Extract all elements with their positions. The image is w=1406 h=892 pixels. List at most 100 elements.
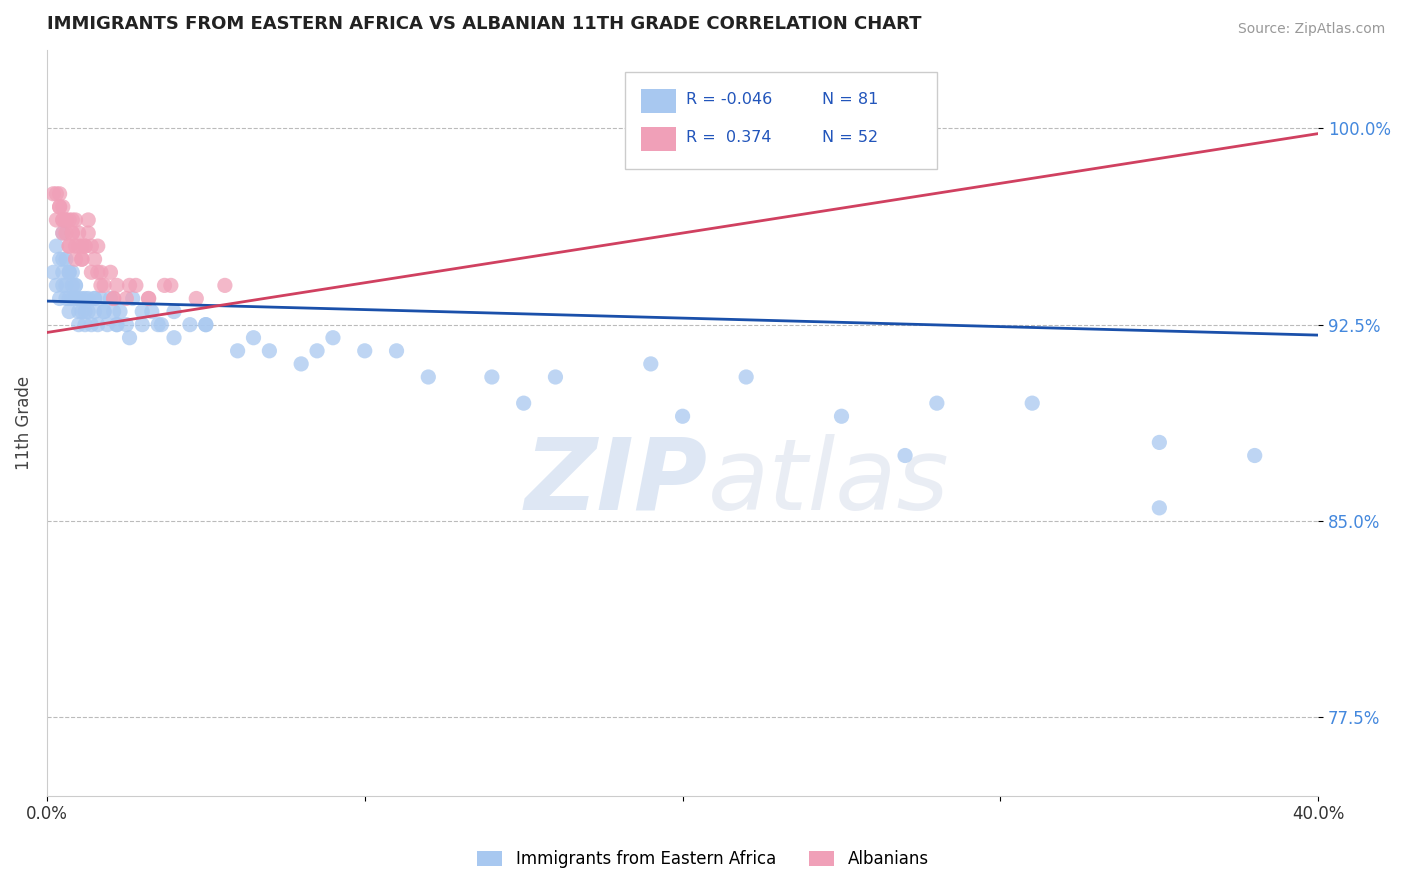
Point bbox=[48, 292, 70, 306]
Point bbox=[70, 252, 93, 267]
Point bbox=[45, 239, 67, 253]
Point bbox=[55, 278, 77, 293]
Text: IMMIGRANTS FROM EASTERN AFRICA VS ALBANIAN 11TH GRADE CORRELATION CHART: IMMIGRANTS FROM EASTERN AFRICA VS ALBANI… bbox=[46, 15, 921, 33]
Point bbox=[60, 292, 83, 306]
Point bbox=[87, 265, 110, 279]
Point bbox=[67, 226, 90, 240]
Point bbox=[52, 252, 75, 267]
Point bbox=[45, 278, 67, 293]
Point bbox=[894, 449, 917, 463]
Point bbox=[141, 304, 163, 318]
Point bbox=[150, 318, 173, 332]
Point bbox=[96, 318, 118, 332]
Point bbox=[83, 292, 105, 306]
Point bbox=[77, 304, 100, 318]
Point bbox=[58, 265, 80, 279]
Point bbox=[55, 213, 77, 227]
Point bbox=[1243, 449, 1265, 463]
Point bbox=[65, 252, 87, 267]
Point bbox=[83, 304, 105, 318]
Text: N = 52: N = 52 bbox=[823, 129, 879, 145]
Point bbox=[60, 213, 83, 227]
Point bbox=[60, 278, 83, 293]
Point bbox=[105, 278, 128, 293]
Point bbox=[55, 226, 77, 240]
Point bbox=[163, 304, 186, 318]
Point bbox=[48, 200, 70, 214]
Point bbox=[73, 239, 96, 253]
Point bbox=[115, 292, 138, 306]
Point bbox=[163, 331, 186, 345]
Point bbox=[90, 265, 112, 279]
Point bbox=[146, 318, 169, 332]
Point bbox=[65, 239, 87, 253]
Point bbox=[83, 252, 105, 267]
Point bbox=[67, 318, 90, 332]
Point bbox=[52, 278, 75, 293]
Point bbox=[138, 292, 160, 306]
Point bbox=[45, 186, 67, 201]
Point bbox=[90, 292, 112, 306]
Point bbox=[70, 292, 93, 306]
Point bbox=[105, 318, 128, 332]
Point bbox=[153, 278, 176, 293]
Point bbox=[93, 304, 115, 318]
Point bbox=[67, 292, 90, 306]
Point bbox=[290, 357, 312, 371]
Point bbox=[58, 213, 80, 227]
Point bbox=[58, 239, 80, 253]
Point bbox=[105, 318, 128, 332]
Point bbox=[1149, 435, 1171, 450]
Point bbox=[58, 265, 80, 279]
Point bbox=[77, 213, 100, 227]
Point bbox=[118, 331, 141, 345]
Point bbox=[179, 318, 201, 332]
Point bbox=[70, 239, 93, 253]
Point bbox=[52, 226, 75, 240]
Point bbox=[125, 278, 148, 293]
FancyBboxPatch shape bbox=[641, 89, 676, 113]
Point bbox=[52, 200, 75, 214]
Point bbox=[70, 304, 93, 318]
Point bbox=[1021, 396, 1043, 410]
Point bbox=[70, 252, 93, 267]
Point bbox=[55, 213, 77, 227]
Point bbox=[58, 292, 80, 306]
Point bbox=[80, 265, 103, 279]
Point bbox=[55, 252, 77, 267]
Point bbox=[131, 304, 153, 318]
Point bbox=[226, 343, 249, 358]
Point bbox=[65, 292, 87, 306]
Point bbox=[73, 304, 96, 318]
Point bbox=[52, 226, 75, 240]
Point bbox=[65, 213, 87, 227]
Point bbox=[103, 292, 125, 306]
Point bbox=[671, 409, 693, 424]
Point bbox=[65, 278, 87, 293]
Point bbox=[42, 265, 65, 279]
Legend: Immigrants from Eastern Africa, Albanians: Immigrants from Eastern Africa, Albanian… bbox=[471, 844, 935, 875]
Point bbox=[115, 318, 138, 332]
Text: N = 81: N = 81 bbox=[823, 92, 879, 107]
Text: R =  0.374: R = 0.374 bbox=[686, 129, 772, 145]
Point bbox=[58, 304, 80, 318]
Point bbox=[52, 213, 75, 227]
Point bbox=[307, 343, 329, 358]
Point bbox=[48, 186, 70, 201]
Point bbox=[118, 278, 141, 293]
Point bbox=[640, 357, 662, 371]
Point bbox=[100, 265, 122, 279]
Point bbox=[544, 370, 567, 384]
Point bbox=[67, 239, 90, 253]
Point bbox=[80, 318, 103, 332]
Point bbox=[80, 239, 103, 253]
Point bbox=[87, 239, 110, 253]
Point bbox=[93, 304, 115, 318]
Point bbox=[194, 318, 217, 332]
Point bbox=[77, 226, 100, 240]
Text: Source: ZipAtlas.com: Source: ZipAtlas.com bbox=[1237, 22, 1385, 37]
Y-axis label: 11th Grade: 11th Grade bbox=[15, 376, 32, 470]
Point bbox=[93, 278, 115, 293]
Point bbox=[48, 200, 70, 214]
Point bbox=[83, 292, 105, 306]
